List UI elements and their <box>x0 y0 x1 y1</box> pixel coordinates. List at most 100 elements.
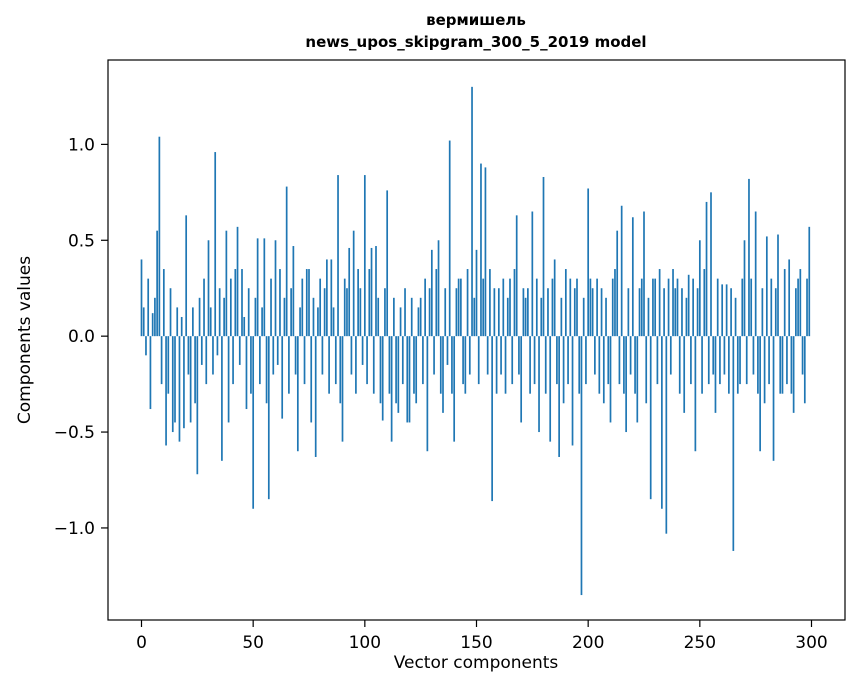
bar <box>598 336 601 394</box>
bar <box>484 167 487 337</box>
axes-spines <box>107 59 846 621</box>
bar <box>674 288 677 337</box>
bar <box>661 336 663 509</box>
bar <box>719 336 721 385</box>
bar <box>408 336 411 423</box>
bar <box>571 336 574 446</box>
bar <box>560 297 563 337</box>
bar <box>401 336 404 385</box>
bar <box>430 249 433 337</box>
bar <box>428 288 431 337</box>
bar <box>761 288 764 337</box>
bar <box>594 336 596 375</box>
bar <box>346 288 348 337</box>
bar <box>609 336 612 423</box>
bar <box>154 297 156 337</box>
bar <box>314 336 317 457</box>
bar <box>415 336 418 404</box>
bar <box>455 288 458 337</box>
bar <box>520 336 523 423</box>
bar <box>281 336 284 419</box>
bar <box>618 336 621 385</box>
bar <box>381 336 384 421</box>
bar <box>754 211 757 337</box>
bar <box>741 278 744 337</box>
bar <box>214 152 217 337</box>
bar <box>527 288 529 337</box>
bar <box>795 288 797 337</box>
bar <box>665 336 668 534</box>
x-axis-ticks: 0 50 100 150 200 250 300 <box>136 620 828 653</box>
bar <box>372 336 375 394</box>
bar <box>386 190 389 337</box>
bar <box>375 246 377 337</box>
bar <box>160 336 163 385</box>
bar <box>748 178 750 337</box>
bar <box>533 336 536 385</box>
bar <box>707 336 710 385</box>
bar <box>357 269 359 337</box>
bar <box>308 269 310 337</box>
bar <box>549 336 552 442</box>
bar <box>185 215 188 337</box>
bar <box>439 336 442 394</box>
bar <box>743 240 746 337</box>
bar <box>276 336 279 365</box>
bar <box>265 336 268 404</box>
bar <box>471 86 473 337</box>
bar <box>777 234 779 337</box>
bar <box>647 297 650 337</box>
bar <box>547 288 549 337</box>
bar <box>343 278 346 337</box>
bar <box>768 336 770 385</box>
bar <box>442 336 444 413</box>
bar <box>404 288 406 337</box>
bar <box>366 336 368 385</box>
bar <box>247 288 250 337</box>
y-tick-label: −0.5 <box>54 423 95 443</box>
bar <box>330 259 333 337</box>
bar <box>763 336 766 404</box>
bar <box>636 336 639 423</box>
bar <box>212 336 214 375</box>
bar <box>448 140 451 337</box>
bar <box>506 297 509 337</box>
bar <box>444 288 447 337</box>
bar <box>176 307 179 337</box>
bar <box>803 336 806 404</box>
bar <box>480 163 482 337</box>
bar <box>576 278 578 337</box>
bar <box>723 336 726 375</box>
bar <box>564 269 567 337</box>
bar <box>406 336 409 423</box>
bar <box>569 278 572 337</box>
bar <box>808 226 811 337</box>
bar <box>482 278 485 337</box>
bar <box>602 336 605 404</box>
bar <box>772 336 775 461</box>
bar <box>544 336 547 394</box>
bar <box>587 188 590 337</box>
bar <box>774 288 777 337</box>
bar <box>303 336 306 385</box>
bar <box>234 269 237 337</box>
bar <box>180 316 183 337</box>
bar <box>368 269 371 337</box>
bar <box>732 336 735 551</box>
bar <box>638 288 641 337</box>
bar <box>495 336 498 394</box>
bar <box>529 336 531 394</box>
y-axis-ticks: −1.0 −0.5 0.0 0.5 1.0 <box>54 135 108 539</box>
bar <box>462 336 464 385</box>
bar <box>393 297 395 337</box>
bar <box>165 336 167 446</box>
bar <box>310 336 313 423</box>
bar <box>589 278 592 337</box>
bar <box>640 278 643 337</box>
bar <box>669 336 672 375</box>
bar <box>252 336 255 509</box>
bar <box>770 278 773 337</box>
bar <box>730 288 732 337</box>
bar <box>493 288 496 337</box>
